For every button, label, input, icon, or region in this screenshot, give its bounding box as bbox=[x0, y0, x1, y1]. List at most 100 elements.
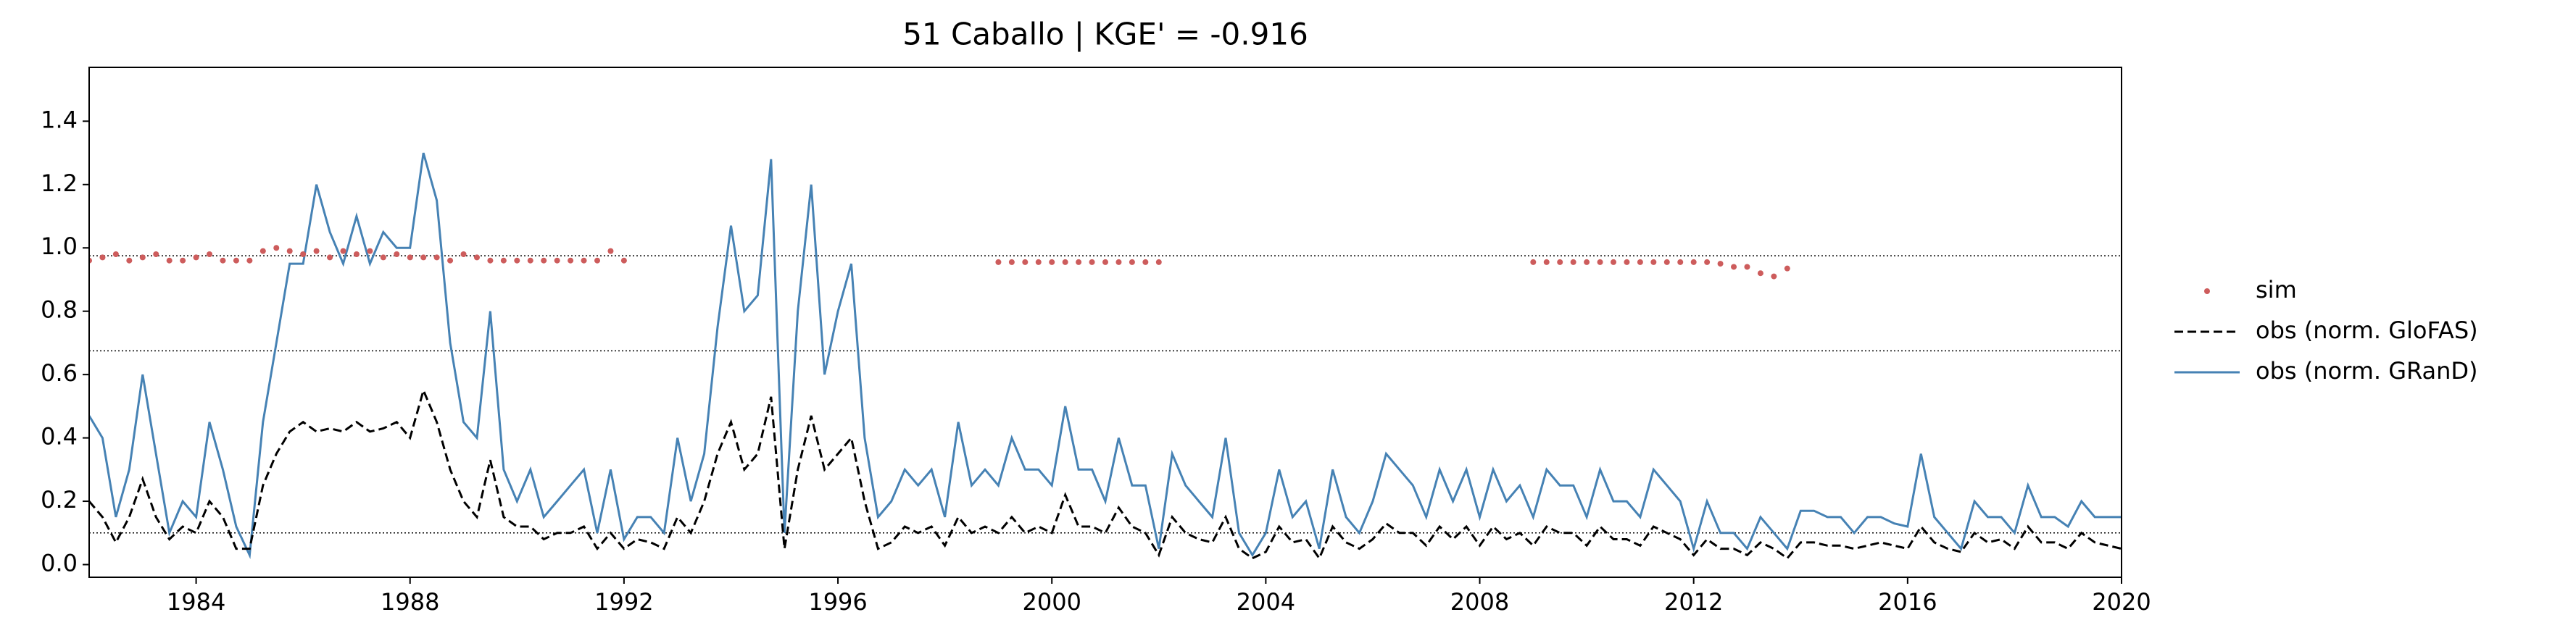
legend-label: obs (norm. GRanD) bbox=[2256, 357, 2478, 385]
chart-title: 51 Caballo | KGE' = -0.916 bbox=[902, 17, 1308, 52]
sim-point bbox=[327, 254, 333, 261]
sim-point bbox=[139, 254, 146, 261]
sim-point bbox=[166, 257, 173, 264]
sim-point bbox=[1022, 259, 1029, 265]
sim-point bbox=[394, 251, 400, 257]
sim-point bbox=[1102, 259, 1108, 265]
plot-frame bbox=[88, 67, 2122, 578]
legend-label: sim bbox=[2256, 276, 2297, 303]
sim-point bbox=[1155, 259, 1162, 265]
sim-point bbox=[367, 248, 373, 254]
sim-point bbox=[340, 248, 346, 254]
y-tick-label: 1.4 bbox=[41, 106, 78, 133]
sim-point bbox=[460, 251, 467, 257]
legend-marker bbox=[2204, 288, 2210, 294]
x-tick-label: 2008 bbox=[1450, 588, 1509, 616]
legend-label: obs (norm. GloFAS) bbox=[2256, 317, 2478, 344]
sim-point bbox=[1570, 259, 1576, 265]
sim-point bbox=[1035, 259, 1042, 265]
sim-point bbox=[527, 257, 533, 264]
x-tick-label: 1992 bbox=[594, 588, 653, 616]
sim-point bbox=[554, 257, 560, 264]
sim-point bbox=[1731, 264, 1737, 270]
x-tick-label: 1996 bbox=[808, 588, 867, 616]
x-tick-label: 2004 bbox=[1237, 588, 1295, 616]
series-line bbox=[89, 387, 2122, 561]
sim-point bbox=[407, 254, 413, 261]
sim-point bbox=[1663, 259, 1670, 265]
y-tick-label: 0.6 bbox=[41, 359, 78, 387]
sim-point bbox=[233, 257, 239, 264]
sim-point bbox=[1744, 264, 1750, 270]
sim-point bbox=[1677, 259, 1684, 265]
sim-point bbox=[594, 257, 600, 264]
sim-point bbox=[207, 251, 213, 257]
y-tick-label: 1.0 bbox=[41, 232, 78, 260]
sim-point bbox=[273, 245, 280, 251]
sim-point bbox=[1690, 259, 1697, 265]
sim-point bbox=[1637, 259, 1643, 265]
x-tick-label: 2012 bbox=[1664, 588, 1723, 616]
x-tick-label: 2016 bbox=[1878, 588, 1937, 616]
sim-point bbox=[1530, 259, 1537, 265]
sim-point bbox=[1611, 259, 1616, 265]
sim-point bbox=[1115, 259, 1122, 265]
y-tick-label: 0.2 bbox=[41, 486, 78, 514]
sim-point bbox=[1008, 259, 1015, 265]
sim-point bbox=[300, 251, 307, 257]
sim-point bbox=[1771, 273, 1777, 280]
sim-point bbox=[1704, 259, 1711, 265]
sim-point bbox=[1650, 259, 1657, 265]
sim-point bbox=[568, 257, 574, 264]
sim-point bbox=[380, 254, 386, 261]
sim-point bbox=[541, 257, 547, 264]
sim-point bbox=[286, 248, 293, 254]
x-tick-label: 2020 bbox=[2092, 588, 2151, 616]
sim-point bbox=[99, 254, 106, 261]
sim-point bbox=[620, 257, 627, 264]
sim-point bbox=[246, 257, 253, 264]
sim-point bbox=[581, 257, 587, 264]
x-tick-label: 1984 bbox=[167, 588, 225, 616]
sim-point bbox=[259, 248, 266, 254]
sim-point bbox=[126, 257, 133, 264]
sim-point bbox=[420, 254, 427, 261]
sim-point bbox=[487, 257, 494, 264]
sim-point bbox=[433, 254, 440, 261]
sim-point bbox=[500, 257, 507, 264]
sim-point bbox=[514, 257, 520, 264]
sim-point bbox=[193, 254, 199, 261]
sim-point bbox=[1062, 259, 1068, 265]
sim-point bbox=[1584, 259, 1590, 265]
series-line bbox=[89, 152, 2122, 559]
y-tick-label: 1.2 bbox=[41, 169, 78, 197]
sim-point bbox=[1089, 259, 1095, 265]
x-tick-label: 1988 bbox=[381, 588, 439, 616]
sim-point bbox=[1076, 259, 1082, 265]
x-tick-label: 2000 bbox=[1022, 588, 1081, 616]
sim-point bbox=[180, 257, 186, 264]
sim-point bbox=[1717, 261, 1724, 267]
sim-point bbox=[153, 251, 159, 257]
sim-point bbox=[1129, 259, 1135, 265]
sim-point bbox=[220, 257, 226, 264]
y-tick-label: 0.4 bbox=[41, 423, 78, 451]
y-tick-label: 0.0 bbox=[41, 550, 78, 577]
sim-point bbox=[1784, 265, 1790, 272]
sim-point bbox=[1624, 259, 1630, 265]
sim-point bbox=[1543, 259, 1550, 265]
sim-point bbox=[112, 251, 119, 257]
sim-point bbox=[607, 248, 614, 254]
sim-point bbox=[353, 251, 360, 257]
sim-point bbox=[1597, 259, 1603, 265]
sim-point bbox=[1142, 259, 1149, 265]
sim-point bbox=[447, 257, 454, 264]
sim-point bbox=[1557, 259, 1563, 265]
sim-point bbox=[995, 259, 1002, 265]
sim-point bbox=[1757, 270, 1763, 277]
sim-point bbox=[1049, 259, 1055, 265]
sim-point bbox=[313, 248, 320, 254]
sim-point bbox=[473, 254, 480, 261]
y-tick-label: 0.8 bbox=[41, 296, 78, 324]
